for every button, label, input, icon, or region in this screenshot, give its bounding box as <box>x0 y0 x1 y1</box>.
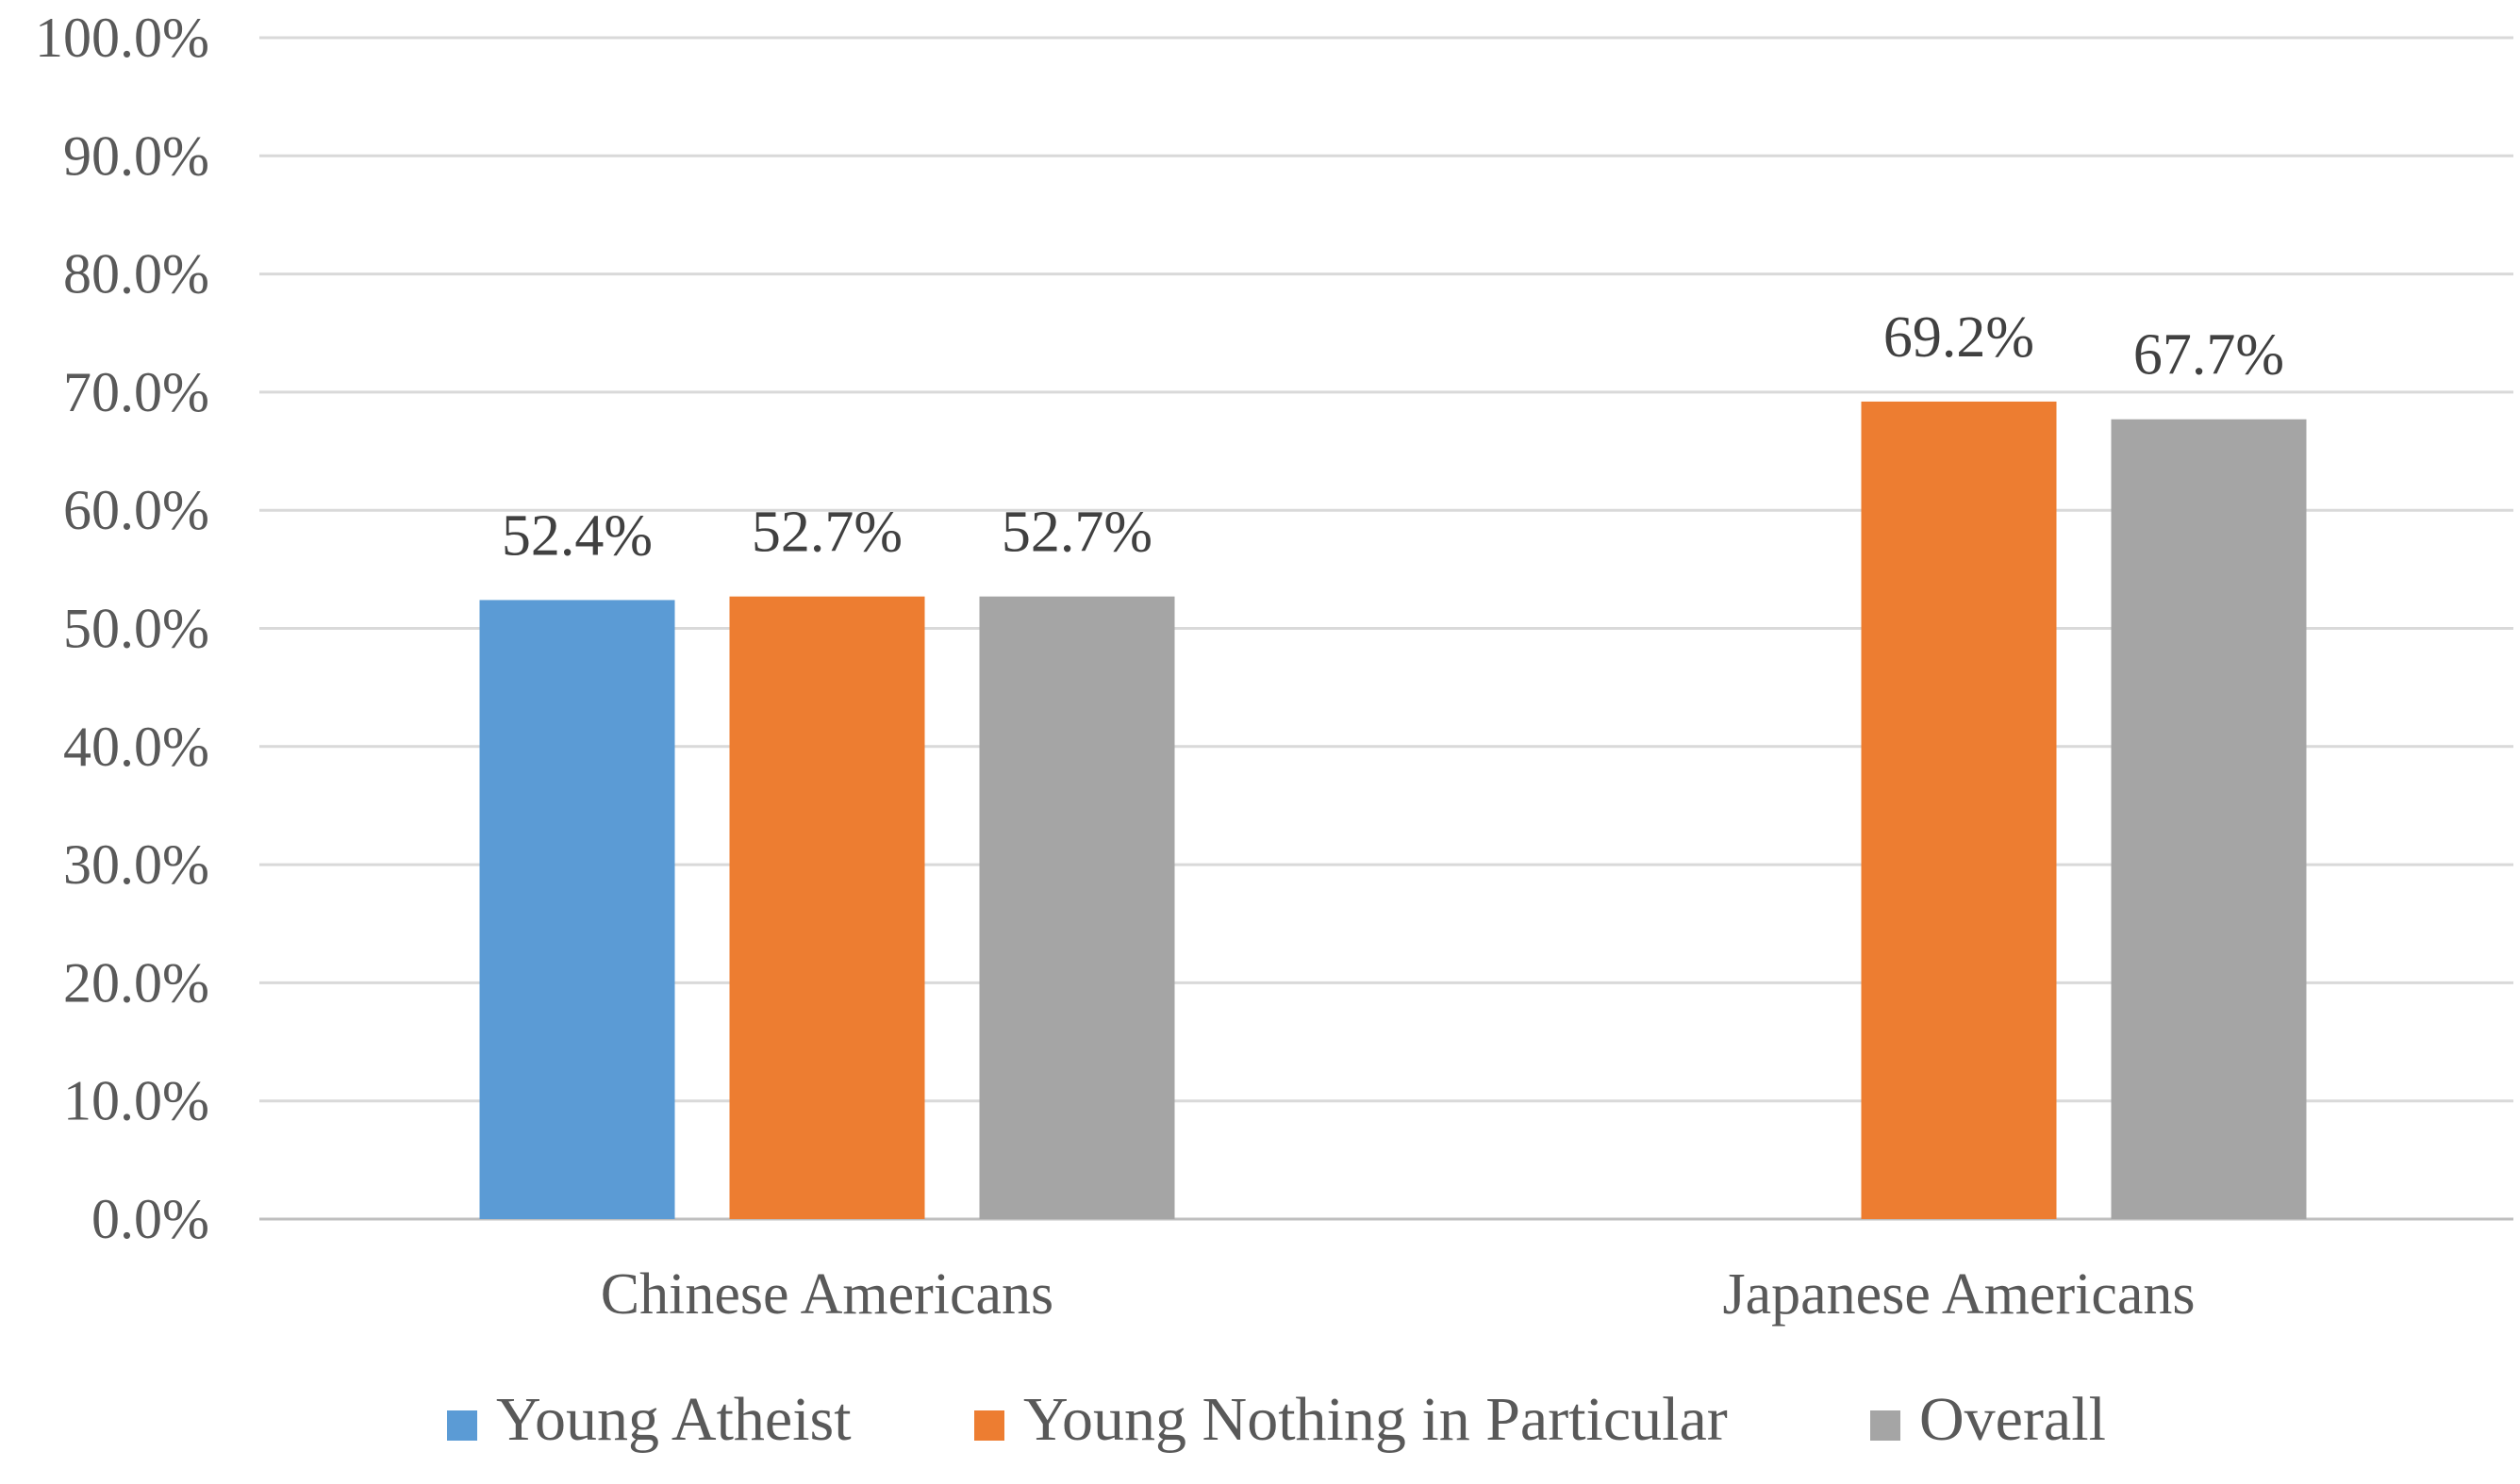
y-tick-label: 20.0% <box>63 951 209 1014</box>
legend: Young Atheist Young Nothing in Particular… <box>447 1385 2106 1454</box>
y-tick-label: 60.0% <box>63 479 209 541</box>
y-tick-label: 30.0% <box>63 833 209 896</box>
y-tick-label: 10.0% <box>63 1070 209 1132</box>
y-tick-label: 40.0% <box>63 716 209 778</box>
data-label: 67.7% <box>2133 323 2284 387</box>
x-category-label: Chinese Americans <box>601 1262 1053 1327</box>
bar-overall <box>2111 419 2307 1219</box>
y-tick-label: 0.0% <box>91 1188 209 1250</box>
data-label: 52.7% <box>752 501 903 565</box>
y-axis-ticks: 0.0% 10.0% 20.0% 30.0% 40.0% 50.0% 60.0% 70.0% 8… <box>35 7 209 1250</box>
y-tick-label: 90.0% <box>63 124 209 187</box>
bar-young-atheist <box>479 600 675 1219</box>
y-tick-label: 80.0% <box>63 243 209 305</box>
legend-label: Young Atheist <box>496 1385 852 1454</box>
legend-label: Young Nothing in Particular <box>1023 1385 1728 1454</box>
legend-swatch <box>447 1410 477 1441</box>
bar-young-nothing-in-particular <box>1861 401 2057 1219</box>
data-label: 69.2% <box>1883 305 2034 370</box>
y-tick-label: 70.0% <box>63 361 209 423</box>
data-label: 52.7% <box>1002 501 1152 565</box>
y-tick-label: 50.0% <box>63 598 209 660</box>
bar-young-nothing-in-particular <box>729 596 925 1219</box>
legend-swatch <box>1870 1410 1900 1441</box>
bar-overall <box>979 596 1175 1219</box>
x-category-label: Japanese Americans <box>1723 1262 2196 1327</box>
legend-swatch <box>974 1410 1004 1441</box>
y-tick-label: 100.0% <box>35 7 209 69</box>
legend-label: Overall <box>1919 1385 2106 1454</box>
x-axis-categories: Chinese Americans Japanese Americans <box>601 1262 2196 1327</box>
bars <box>479 401 2307 1219</box>
data-labels: 52.4% 52.7% 52.7% 69.2% 67.7% <box>502 305 2284 569</box>
data-label: 52.4% <box>502 503 653 568</box>
